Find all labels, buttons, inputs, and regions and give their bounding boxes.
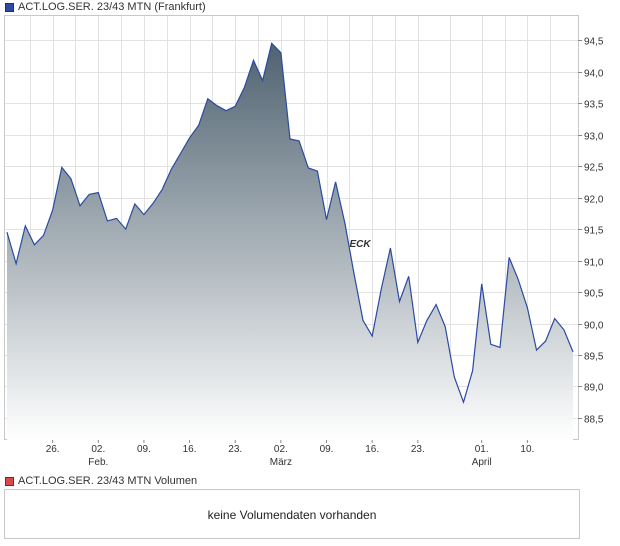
x-month-label: Feb. — [88, 457, 108, 468]
price-line — [6, 42, 574, 405]
y-tick-label: 93,5 — [584, 100, 604, 111]
y-tick-label: 90,0 — [584, 321, 604, 332]
x-tick-label: 23. — [411, 444, 425, 455]
x-axis-labels: 26. 02. Feb. 09. 16. 23. 02. März 09. 16. 23. 01. Ap… — [46, 440, 534, 468]
volume-panel: keine Volumendaten vorhanden — [4, 489, 580, 539]
x-tick-label: 02. — [91, 444, 105, 455]
x-tick-label: 23. — [228, 444, 242, 455]
y-tick-label: 91,0 — [584, 258, 604, 269]
y-tick-label: 93,0 — [584, 132, 604, 143]
x-tick-label: 02. — [274, 444, 288, 455]
x-month-label: April — [472, 457, 492, 468]
x-tick-label: 10. — [520, 444, 534, 455]
price-legend-swatch — [5, 2, 14, 12]
y-axis-labels: 88,5 89,0 89,5 90,0 90,5 91,0 91,5 92,0 92,5 93,0… — [578, 37, 604, 426]
volume-legend: ACT.LOG.SER. 23/43 MTN Volumen — [5, 475, 197, 487]
y-tick-label: 92,5 — [584, 163, 604, 174]
price-chart: ECK 88,5 89,0 89,5 90,0 90,5 91,0 91,5 92,0 92,5… — [4, 15, 604, 468]
y-tick-label: 91,5 — [584, 226, 604, 237]
y-tick-label: 94,5 — [584, 37, 604, 48]
x-tick-label: 09. — [137, 444, 151, 455]
price-area — [7, 43, 573, 441]
price-legend-label: ACT.LOG.SER. 23/43 MTN (Frankfurt) — [18, 1, 206, 13]
volume-legend-swatch — [5, 476, 14, 486]
x-tick-label: 16. — [183, 444, 197, 455]
y-tick-label: 90,5 — [584, 289, 604, 300]
x-month-label: März — [270, 457, 292, 468]
volume-empty-message: keine Volumendaten vorhanden — [207, 508, 377, 522]
x-tick-label: 16. — [365, 444, 379, 455]
y-tick-label: 88,5 — [584, 415, 604, 426]
y-tick-label: 92,0 — [584, 195, 604, 206]
x-tick-label: 26. — [46, 444, 60, 455]
price-legend: ACT.LOG.SER. 23/43 MTN (Frankfurt) — [5, 1, 206, 13]
y-tick-label: 94,0 — [584, 69, 604, 80]
y-tick-label: 89,0 — [584, 383, 604, 394]
volume-legend-label: ACT.LOG.SER. 23/43 MTN Volumen — [18, 475, 198, 487]
y-tick-label: 89,5 — [584, 352, 604, 363]
x-tick-label: 01. — [475, 444, 489, 455]
x-tick-label: 09. — [320, 444, 334, 455]
watermark: ECK — [349, 239, 371, 250]
